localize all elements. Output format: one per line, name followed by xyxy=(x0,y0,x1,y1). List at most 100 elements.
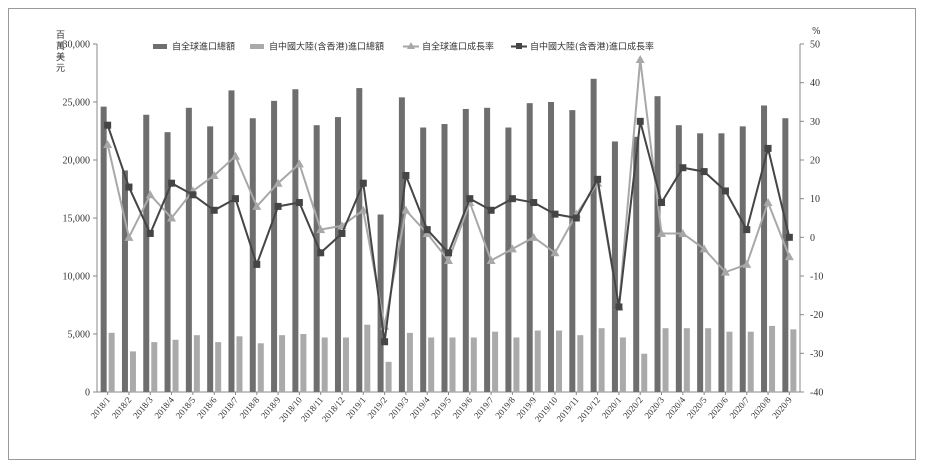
point-square xyxy=(700,168,708,176)
bar xyxy=(526,103,533,392)
right-tick-label: -40 xyxy=(810,388,823,399)
point-square xyxy=(487,206,495,214)
bar xyxy=(683,328,690,392)
left-unit-char: 百 xyxy=(56,30,65,41)
bar xyxy=(121,170,128,392)
right-tick-label: 30 xyxy=(810,117,820,128)
point-triangle xyxy=(699,244,709,253)
bar xyxy=(726,331,733,392)
x-tick-label: 2018/8 xyxy=(238,394,262,420)
lines xyxy=(103,54,794,346)
legend: 自全球進口總額 自中國大陸(含香港)進口總額 自全球進口成長率 自中國大陸(含香港)進… xyxy=(153,41,654,53)
bar xyxy=(398,97,405,393)
point-square xyxy=(445,249,452,257)
point-square xyxy=(231,195,239,203)
legend-swatch xyxy=(153,44,167,49)
point-triangle xyxy=(635,54,645,63)
bar xyxy=(129,351,136,392)
point-triangle xyxy=(124,232,134,241)
bars xyxy=(100,78,797,393)
point-triangle xyxy=(145,190,155,199)
bar xyxy=(611,141,618,392)
chart-frame xyxy=(8,8,916,460)
bar xyxy=(108,332,115,392)
x-tick-label: 2020/9 xyxy=(770,394,794,420)
point-square xyxy=(658,199,666,207)
bar xyxy=(577,335,584,392)
x-tick-label: 2019/2 xyxy=(365,395,389,421)
x-tick-label: 2019/5 xyxy=(429,394,453,420)
right-tick-label: 50 xyxy=(810,40,820,51)
left-axis-unit: 百 萬 美 元 xyxy=(56,30,65,74)
point-square xyxy=(679,164,687,172)
point-square xyxy=(551,210,559,218)
point-triangle xyxy=(294,159,304,168)
point-triangle xyxy=(316,225,326,234)
bar xyxy=(513,337,520,392)
bar xyxy=(356,88,363,392)
left-unit-char: 元 xyxy=(56,64,65,74)
point-triangle xyxy=(529,232,539,241)
point-square xyxy=(785,233,793,241)
point-triangle xyxy=(444,256,453,265)
bar xyxy=(100,106,107,392)
bar xyxy=(292,89,299,393)
bar xyxy=(420,127,427,393)
bar xyxy=(257,343,264,392)
x-tick-label: 2019/4 xyxy=(408,394,432,420)
left-tick-label: 20,000 xyxy=(63,156,91,167)
bar xyxy=(271,100,278,392)
x-tick-label: 2018/4 xyxy=(152,394,176,420)
bar xyxy=(590,78,597,393)
bar xyxy=(790,329,797,392)
point-square xyxy=(253,260,261,268)
bar xyxy=(193,335,200,392)
point-square xyxy=(508,195,516,203)
right-tick-label: -20 xyxy=(810,310,823,321)
bar xyxy=(470,337,477,392)
bar xyxy=(236,336,243,392)
x-tick-label: 2020/5 xyxy=(685,394,709,420)
point-square xyxy=(317,249,325,257)
bar xyxy=(185,107,192,393)
left-tick-label: 10,000 xyxy=(63,272,91,283)
bar xyxy=(505,127,512,393)
bar xyxy=(619,337,626,392)
bar xyxy=(364,324,371,392)
x-tick-label: 2019/3 xyxy=(387,394,411,420)
left-tick-label: 15,000 xyxy=(63,214,91,225)
x-tick-label: 2019/12 xyxy=(576,395,603,424)
right-tick-label: 40 xyxy=(810,78,820,89)
point-triangle xyxy=(720,267,730,276)
bar xyxy=(492,331,499,392)
bar xyxy=(739,126,746,393)
point-square xyxy=(210,206,218,214)
bar xyxy=(718,133,725,392)
bar xyxy=(228,90,235,393)
bar xyxy=(598,328,605,392)
x-tick-label: 2019/8 xyxy=(493,394,517,420)
x-tick-label: 2019/7 xyxy=(472,394,496,420)
point-triangle xyxy=(209,170,219,179)
x-tick-label: 2018/7 xyxy=(216,394,240,420)
point-square xyxy=(721,187,729,195)
bar xyxy=(313,125,320,392)
bar xyxy=(441,124,448,392)
bar xyxy=(782,118,789,393)
bar xyxy=(342,337,349,392)
bar xyxy=(334,117,341,392)
bar xyxy=(151,342,158,392)
x-tick-label: 2018/6 xyxy=(195,394,219,420)
point-square xyxy=(146,229,154,237)
x-tick-label: 2020/2 xyxy=(621,395,645,421)
point-triangle xyxy=(507,244,517,253)
bar xyxy=(207,126,214,393)
right-tick-label: 0 xyxy=(810,233,815,244)
x-tick-label: 2019/1 xyxy=(344,395,368,421)
point-triangle xyxy=(167,213,177,222)
point-triangle xyxy=(678,228,688,237)
legend-label: 自中國大陸(含香港)進口成長率 xyxy=(530,41,654,53)
point-square xyxy=(274,202,282,210)
point-square xyxy=(125,183,133,191)
x-tick-label: 2018/1 xyxy=(88,395,112,421)
